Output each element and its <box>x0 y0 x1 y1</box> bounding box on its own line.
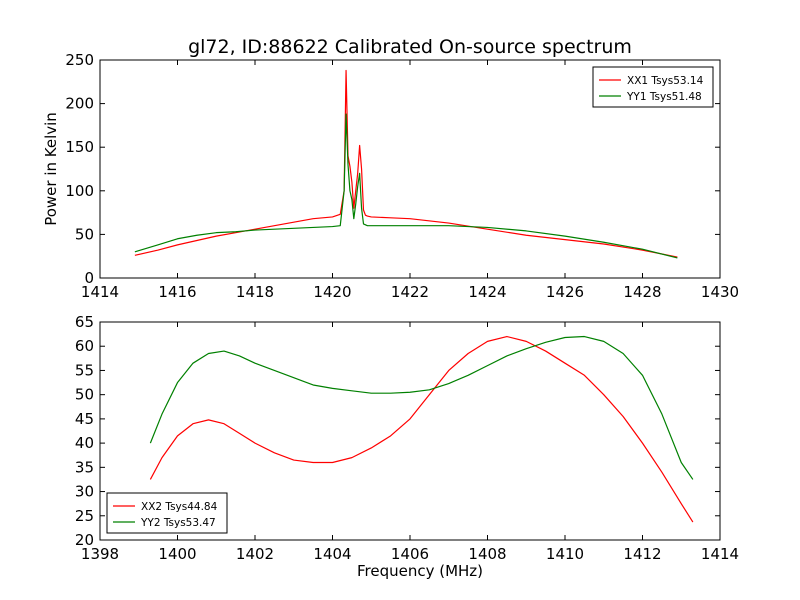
series-line-xx2 <box>149 335 694 523</box>
y-tick-label: 150 <box>65 138 94 156</box>
y-tick-label: 0 <box>84 269 94 287</box>
y-tick-label: 45 <box>75 410 94 428</box>
top-plot: 1414 1416 1418 1420 1422 1424 1426 1428 1430 0 50 1… <box>42 51 739 301</box>
legend-box <box>592 66 714 108</box>
y-tick-label: 50 <box>75 386 94 404</box>
x-tick-label: 1418 <box>236 283 274 301</box>
y-tick-label: 50 <box>75 225 94 243</box>
x-tick-label: 1430 <box>701 283 739 301</box>
series-line-yy2 <box>149 335 694 480</box>
legend-label: YY2 Tsys53.47 <box>140 517 216 529</box>
x-tick-label: 1414 <box>701 545 739 563</box>
y-tick-label: 55 <box>75 361 94 379</box>
legend-label: XX1 Tsys53.14 <box>627 75 704 87</box>
y-tick-label: 250 <box>65 51 94 69</box>
y-tick-label: 35 <box>75 458 94 476</box>
y-tick-label: 100 <box>65 182 94 200</box>
x-tick-label: 1424 <box>468 283 506 301</box>
x-tick-label: 1422 <box>391 283 429 301</box>
x-tick-label: 1412 <box>623 545 661 563</box>
legend: XX1 Tsys53.14 YY1 Tsys51.48 <box>592 66 714 108</box>
legend-label: XX2 Tsys44.84 <box>141 501 218 513</box>
x-tick-label: 1404 <box>313 545 351 563</box>
y-tick-label: 30 <box>75 483 94 501</box>
bottom-plot: 1398 1400 1402 1404 1406 1408 1410 1412 1414 20 25… <box>75 313 739 580</box>
x-tick-label: 1426 <box>546 283 584 301</box>
x-tick-label: 1414 <box>81 283 119 301</box>
legend: XX2 Tsys44.84 YY2 Tsys53.47 <box>106 492 228 534</box>
x-tick-label: 1428 <box>623 283 661 301</box>
y-tick-label: 60 <box>75 337 94 355</box>
y-tick-label: 200 <box>65 95 94 113</box>
x-tick-label: 1420 <box>313 283 351 301</box>
x-axis-label: Frequency (MHz) <box>357 562 483 580</box>
x-tick-label: 1398 <box>81 545 119 563</box>
x-tick-label: 1402 <box>236 545 274 563</box>
legend-box <box>106 492 228 534</box>
y-axis-label: Power in Kelvin <box>42 112 60 226</box>
y-tick-label: 20 <box>75 531 94 549</box>
x-tick-label: 1416 <box>158 283 196 301</box>
legend-label: YY1 Tsys51.48 <box>626 91 702 103</box>
x-tick-label: 1408 <box>468 545 506 563</box>
x-tick-label: 1400 <box>158 545 196 563</box>
x-tick-label: 1410 <box>546 545 584 563</box>
y-tick-label: 65 <box>75 313 94 331</box>
figure-title: gl72, ID:88622 Calibrated On-source spec… <box>188 36 632 58</box>
y-tick-label: 40 <box>75 434 94 452</box>
series-line-yy1 <box>134 113 678 259</box>
y-tick-label: 25 <box>75 507 94 525</box>
x-tick-label: 1406 <box>391 545 429 563</box>
